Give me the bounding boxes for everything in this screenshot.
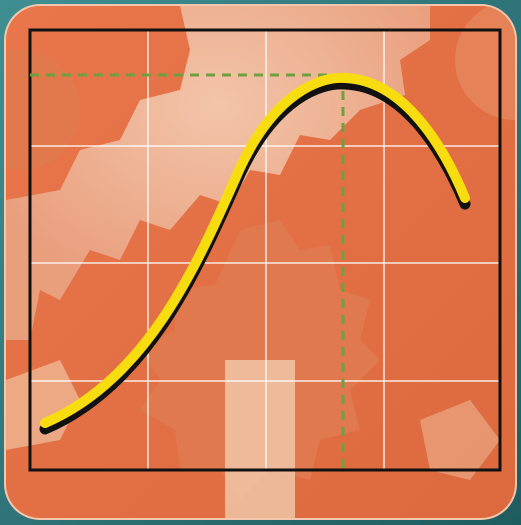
gear-shaft [225,360,295,520]
page [0,0,521,525]
icon [0,0,521,525]
